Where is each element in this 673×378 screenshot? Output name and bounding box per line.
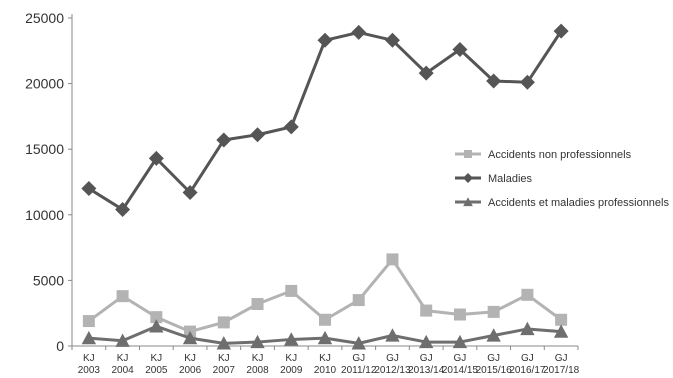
data-point — [317, 330, 333, 345]
x-tick-label-line1: KJ — [83, 353, 95, 364]
x-tick-label-line1: KJ — [184, 353, 196, 364]
data-point — [319, 313, 331, 326]
data-point — [116, 290, 129, 303]
data-point — [452, 41, 468, 57]
data-point — [150, 311, 163, 324]
data-point — [420, 304, 433, 317]
x-tick-label-line1: KJ — [218, 353, 230, 364]
x-tick-label-line1: GJ — [420, 353, 433, 364]
x-tick-label-line1: GJ — [352, 353, 365, 364]
x-tick-label-line1: GJ — [386, 353, 399, 364]
legend-item: Accidents et maladies professionnels — [455, 197, 669, 209]
data-point — [418, 65, 434, 81]
legend-marker — [463, 197, 473, 207]
data-point — [149, 319, 164, 333]
data-point — [285, 284, 298, 297]
data-point — [283, 119, 299, 135]
y-tick-label: 5000 — [33, 272, 64, 288]
data-point — [182, 184, 198, 200]
data-point — [351, 336, 366, 350]
x-tick-label-line2: 2008 — [246, 365, 269, 376]
data-point — [81, 330, 97, 345]
data-point — [217, 316, 230, 329]
x-tick-label-line1: KJ — [150, 353, 162, 364]
data-point — [216, 336, 231, 350]
y-tick-label: 0 — [56, 338, 64, 354]
legend-label: Accidents et maladies professionnels — [488, 197, 669, 209]
data-point — [82, 315, 95, 328]
data-point — [216, 132, 232, 148]
axes — [71, 14, 578, 347]
series-1 — [82, 253, 568, 338]
data-point — [81, 181, 97, 197]
x-tick-label-line2: 2004 — [111, 365, 134, 376]
series-group — [81, 23, 569, 350]
data-point — [385, 328, 400, 342]
data-point — [250, 334, 265, 349]
legend-item: Maladies — [455, 173, 533, 185]
data-point — [486, 73, 502, 89]
x-tick-label-line2: 2006 — [179, 365, 202, 376]
data-point — [115, 202, 131, 218]
y-tick-label: 25000 — [25, 10, 64, 26]
data-point — [352, 294, 365, 307]
y-tick-label: 20000 — [25, 76, 64, 92]
x-tick-label-line1: GJ — [521, 353, 534, 364]
data-point — [386, 253, 399, 266]
x-tick-label-line2: 2015/16 — [476, 365, 513, 376]
data-point — [453, 308, 466, 321]
x-tick-label-line2: 2014/15 — [442, 365, 479, 376]
series-2 — [81, 23, 569, 218]
data-point — [317, 32, 333, 48]
x-tick-label-line2: 2009 — [280, 365, 303, 376]
x-tick-label-line1: KJ — [319, 353, 331, 364]
data-point — [487, 305, 500, 318]
data-point — [553, 324, 569, 338]
x-tick-label-line1: GJ — [487, 353, 500, 364]
x-tick-label-line1: KJ — [285, 353, 297, 364]
data-point — [251, 298, 264, 311]
legend-label: Accidents non professionnels — [488, 149, 632, 161]
data-point — [555, 313, 568, 326]
data-point — [452, 334, 468, 349]
legend-item: Accidents non professionnels — [455, 149, 632, 161]
x-tick-label-line2: 2005 — [145, 365, 168, 376]
y-tick-label: 10000 — [25, 207, 64, 223]
y-axis-ticks: 0 5000 10000 15000 20000 25000 — [25, 10, 72, 354]
legend-marker — [463, 173, 473, 183]
series-3 — [81, 319, 569, 350]
data-point — [148, 150, 164, 166]
data-point — [250, 127, 266, 143]
x-axis-ticks: KJ2003KJ2004KJ2005KJ2006KJ2007KJ2008KJ20… — [71, 346, 580, 376]
data-point — [519, 74, 535, 90]
data-point — [521, 288, 534, 301]
data-point — [520, 321, 535, 336]
data-point — [384, 32, 400, 48]
legend: Accidents non professionnels Maladies Acci… — [455, 149, 669, 209]
legend-label: Maladies — [488, 173, 533, 185]
data-point — [351, 24, 367, 40]
x-tick-label-line2: 2010 — [314, 365, 337, 376]
x-tick-label-line2: 2017/18 — [543, 365, 580, 376]
x-tick-label-line1: KJ — [117, 353, 129, 364]
x-tick-label-line1: KJ — [252, 353, 264, 364]
data-point — [182, 330, 198, 345]
x-tick-label-line1: GJ — [454, 353, 467, 364]
x-tick-label-line2: 2012/13 — [374, 365, 411, 376]
x-tick-label-line2: 2007 — [213, 365, 236, 376]
x-tick-label-line2: 2011/12 — [341, 365, 377, 376]
data-point — [284, 332, 299, 346]
x-tick-label-line2: 2003 — [78, 365, 101, 376]
x-tick-label-line2: 2013/14 — [408, 365, 445, 376]
y-tick-label: 15000 — [25, 141, 64, 157]
data-point — [419, 334, 434, 349]
data-point — [115, 333, 130, 347]
legend-marker — [464, 150, 472, 158]
x-tick-label-line1: GJ — [555, 353, 568, 364]
data-point — [553, 23, 569, 39]
x-tick-label-line2: 2016/17 — [509, 365, 546, 376]
data-point — [486, 328, 501, 342]
